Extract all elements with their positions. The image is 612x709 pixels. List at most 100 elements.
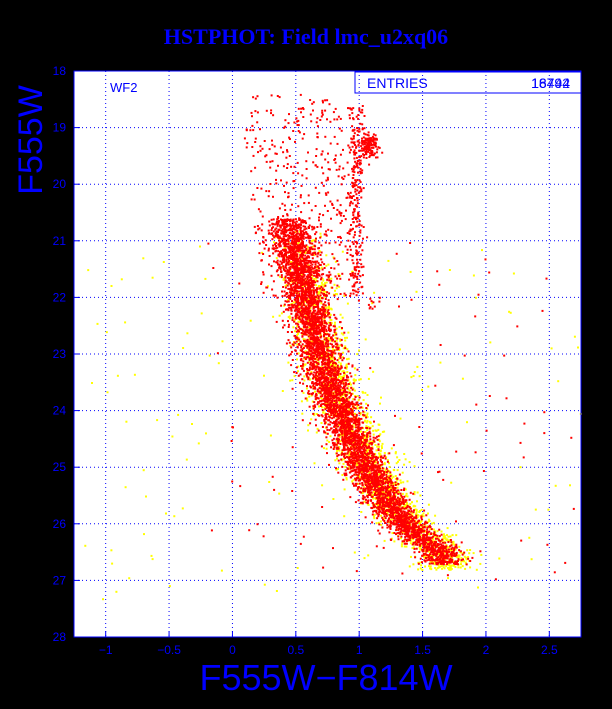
data-point — [325, 351, 328, 354]
data-point — [304, 350, 307, 353]
data-point — [464, 561, 467, 564]
data-point — [156, 419, 159, 422]
data-point — [341, 316, 344, 319]
data-point — [377, 428, 380, 431]
data-point — [325, 364, 328, 367]
data-point — [293, 276, 295, 279]
data-point — [125, 420, 128, 423]
data-point — [373, 515, 375, 518]
data-point — [339, 440, 342, 443]
data-point — [333, 313, 336, 316]
data-point — [348, 454, 351, 457]
data-point — [357, 499, 360, 502]
data-point — [288, 236, 291, 239]
data-point — [314, 266, 317, 269]
data-point — [312, 286, 315, 289]
data-point — [325, 345, 328, 348]
data-point — [396, 496, 399, 499]
data-point — [338, 436, 341, 439]
data-point — [345, 412, 348, 415]
data-point — [444, 558, 447, 561]
data-point — [335, 372, 337, 374]
data-point — [358, 460, 361, 463]
data-point — [308, 366, 311, 369]
data-point — [314, 309, 317, 312]
data-point — [324, 398, 327, 401]
data-point — [343, 379, 346, 382]
data-point — [528, 536, 531, 539]
data-point — [366, 465, 369, 468]
data-point — [298, 296, 301, 299]
data-point — [368, 468, 371, 471]
data-point — [365, 437, 368, 440]
data-point — [311, 228, 314, 231]
data-point — [314, 284, 317, 287]
data-point — [340, 332, 343, 335]
data-point — [432, 528, 435, 531]
data-point — [554, 484, 557, 487]
data-point — [317, 361, 320, 364]
data-point — [459, 566, 462, 569]
data-point — [295, 327, 298, 330]
data-point — [377, 515, 380, 518]
data-point — [377, 491, 380, 494]
data-point — [477, 586, 479, 589]
data-point — [353, 551, 356, 554]
data-point — [335, 346, 338, 349]
data-point — [326, 439, 329, 442]
data-point — [438, 566, 441, 569]
data-point — [428, 524, 431, 527]
data-point — [278, 492, 281, 495]
data-point — [325, 436, 328, 439]
data-point — [316, 396, 319, 399]
data-point — [351, 436, 354, 439]
data-point — [343, 398, 346, 401]
data-point — [288, 250, 291, 253]
data-point — [348, 453, 351, 456]
data-point — [324, 382, 327, 385]
data-point — [314, 418, 317, 421]
data-point — [340, 352, 343, 355]
data-point — [318, 285, 321, 288]
data-point — [350, 383, 352, 386]
data-point — [341, 359, 344, 362]
data-point — [352, 382, 355, 385]
data-point — [405, 522, 408, 525]
data-point — [412, 375, 415, 377]
data-point — [329, 381, 332, 384]
data-point — [291, 379, 294, 382]
data-point — [324, 431, 327, 434]
data-point — [329, 403, 332, 406]
data-point — [403, 542, 406, 545]
data-point — [459, 551, 462, 554]
data-point — [301, 378, 304, 381]
data-point — [365, 407, 368, 409]
data-point — [116, 374, 119, 377]
data-point — [335, 388, 338, 391]
data-point — [573, 335, 576, 338]
data-point — [400, 510, 402, 513]
data-point — [217, 362, 220, 365]
data-point — [383, 452, 386, 454]
data-point — [414, 556, 417, 559]
data-point — [366, 416, 369, 418]
data-point — [333, 359, 336, 362]
data-point — [310, 370, 313, 373]
data-point — [345, 478, 348, 481]
data-point — [346, 348, 349, 351]
data-point — [534, 508, 537, 511]
data-point — [452, 564, 455, 567]
data-point — [316, 297, 318, 300]
data-point — [376, 479, 378, 481]
data-point — [464, 556, 467, 559]
data-point — [275, 257, 278, 260]
data-point — [416, 365, 419, 368]
data-point — [96, 322, 99, 325]
data-point — [162, 261, 165, 263]
data-point — [330, 400, 333, 403]
data-point — [368, 420, 371, 423]
data-point — [289, 273, 292, 276]
data-point — [454, 547, 457, 550]
data-point — [353, 436, 355, 438]
data-point — [325, 416, 328, 419]
